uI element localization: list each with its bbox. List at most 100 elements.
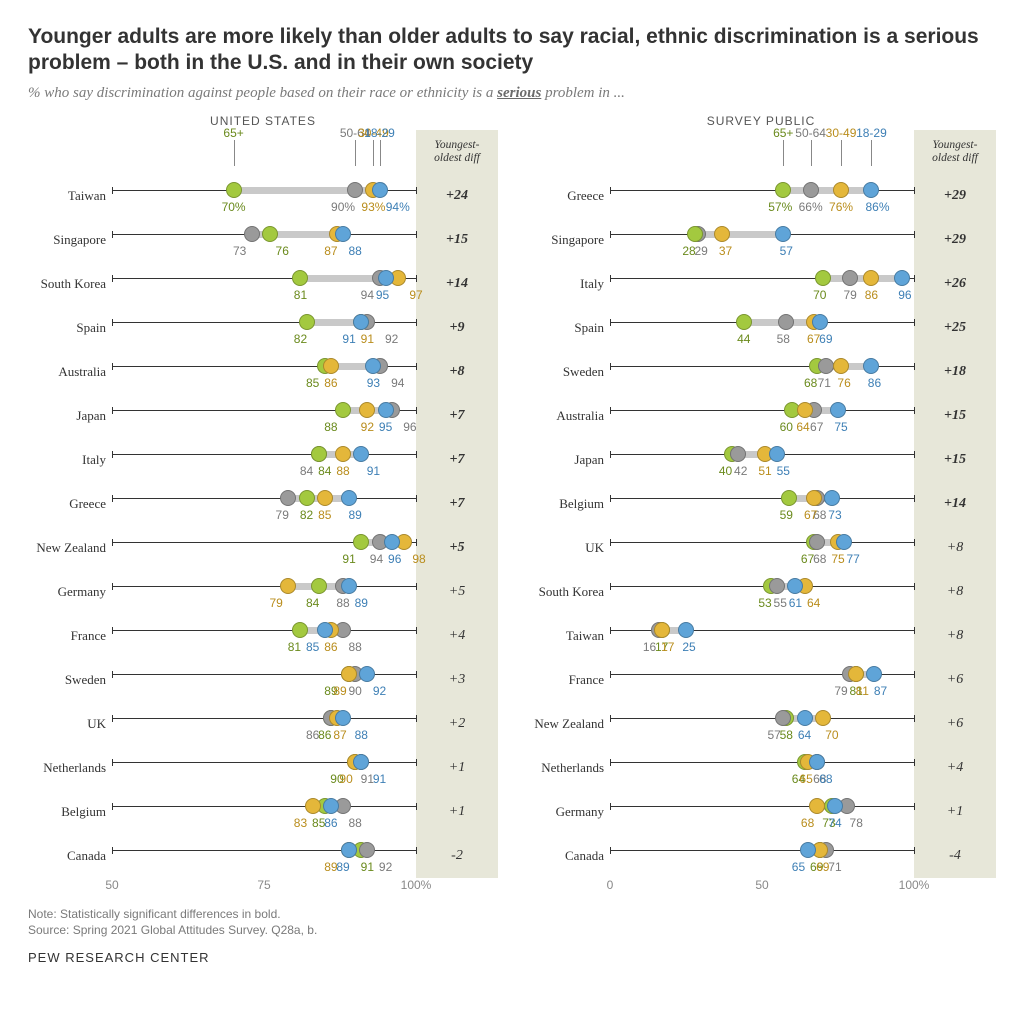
value-label: 79 <box>269 596 282 610</box>
data-row: Italy84848891+7 <box>28 438 498 482</box>
row-plot: 70%90%93%94% <box>112 174 416 218</box>
subtitle-em: serious <box>497 85 541 101</box>
diff-header: Youngest-oldest diff <box>416 130 498 174</box>
country-label: Australia <box>526 408 610 424</box>
value-label: 70% <box>222 200 246 214</box>
dot-g65 <box>311 446 327 462</box>
country-label: Germany <box>526 804 610 820</box>
value-label: 86 <box>324 816 337 830</box>
country-label: Italy <box>28 452 112 468</box>
axis-labels: 050100% <box>610 878 914 894</box>
diff-value: +1 <box>914 790 996 834</box>
diff-value: +8 <box>914 570 996 614</box>
value-label: 96 <box>898 288 911 302</box>
dot-g65 <box>262 226 278 242</box>
row-plot: 82798589 <box>112 482 416 526</box>
row-plot: 58577064 <box>610 702 914 746</box>
value-label: 86 <box>868 376 881 390</box>
diff-value: +7 <box>416 438 498 482</box>
value-label: 60 <box>780 420 793 434</box>
country-label: Canada <box>28 848 112 864</box>
value-label: 74 <box>828 816 841 830</box>
data-row: Spain82929191+9 <box>28 306 498 350</box>
legend-label: 65+ <box>773 126 793 140</box>
value-label: 92 <box>361 420 374 434</box>
diff-header: Youngest-oldest diff <box>914 130 996 174</box>
diff-value: +25 <box>914 306 996 350</box>
diff-value: +14 <box>416 262 498 306</box>
data-row: Netherlands90919091+1 <box>28 746 498 790</box>
diff-value: +7 <box>416 394 498 438</box>
value-label: 69 <box>816 860 829 874</box>
dot-g30 <box>280 578 296 594</box>
country-label: UK <box>28 716 112 732</box>
value-label: 69 <box>819 332 832 346</box>
country-label: Belgium <box>526 496 610 512</box>
country-label: Sweden <box>526 364 610 380</box>
dot-g18 <box>827 798 843 814</box>
value-label: 70 <box>813 288 826 302</box>
value-label: 81 <box>856 684 869 698</box>
diff-value: +14 <box>914 482 996 526</box>
data-row: Italy70798696+26 <box>526 262 996 306</box>
country-label: Greece <box>526 188 610 204</box>
dot-g50 <box>359 842 375 858</box>
source-text: Source: Spring 2021 Global Attitudes Sur… <box>28 922 996 939</box>
note-text: Note: Statistically significant differen… <box>28 906 996 923</box>
chart-subtitle: % who say discrimination against people … <box>28 85 996 102</box>
chart-title: Younger adults are more likely than olde… <box>28 24 996 77</box>
country-label: UK <box>526 540 610 556</box>
value-label: 98 <box>412 552 425 566</box>
dot-g50 <box>280 490 296 506</box>
value-label: 91 <box>367 464 380 478</box>
dot-g30 <box>833 358 849 374</box>
row-plot: 70798696 <box>610 262 914 306</box>
country-label: Japan <box>28 408 112 424</box>
dot-g30 <box>323 358 339 374</box>
value-label: 86 <box>318 728 331 742</box>
dot-g65 <box>311 578 327 594</box>
value-label: 86 <box>324 640 337 654</box>
value-label: 68 <box>813 552 826 566</box>
axis-label: 0 <box>607 878 614 892</box>
value-label: 88 <box>324 420 337 434</box>
dot-g50 <box>803 182 819 198</box>
diff-value: +15 <box>914 438 996 482</box>
country-label: Greece <box>28 496 112 512</box>
data-row: Greece82798589+7 <box>28 482 498 526</box>
row-plot: 84887989 <box>112 570 416 614</box>
row-plot: 81888685 <box>112 614 416 658</box>
row-plot: 44586769 <box>610 306 914 350</box>
diff-value: +5 <box>416 526 498 570</box>
value-label: 78 <box>850 816 863 830</box>
country-label: Netherlands <box>28 760 112 776</box>
axis-labels: 5075100% <box>112 878 416 894</box>
value-label: 71 <box>818 376 831 390</box>
data-row: Taiwan17161725+8 <box>526 614 996 658</box>
dot-g30 <box>305 798 321 814</box>
row-plot: 88969295 <box>112 394 416 438</box>
value-label: 88 <box>355 728 368 742</box>
org-text: PEW RESEARCH CENTER <box>28 949 996 967</box>
data-row: Australia85948693+8 <box>28 350 498 394</box>
dot-g65 <box>299 490 315 506</box>
dot-g30 <box>341 666 357 682</box>
value-label: 55 <box>774 596 787 610</box>
value-label: 89 <box>355 596 368 610</box>
dot-g18 <box>866 666 882 682</box>
dot-g65 <box>292 622 308 638</box>
value-label: 93% <box>361 200 385 214</box>
dot-g65 <box>736 314 752 330</box>
dot-g30 <box>335 446 351 462</box>
value-label: 64 <box>798 728 811 742</box>
country-label: Japan <box>526 452 610 468</box>
panel-title: UNITED STATES <box>28 114 498 128</box>
value-label: 77 <box>847 552 860 566</box>
dot-g50 <box>769 578 785 594</box>
dot-g18 <box>787 578 803 594</box>
dot-g50 <box>730 446 746 462</box>
value-label: 84 <box>318 464 331 478</box>
value-label: 71 <box>828 860 841 874</box>
dot-g18 <box>335 710 351 726</box>
data-row: Germany73786874+1 <box>526 790 996 834</box>
